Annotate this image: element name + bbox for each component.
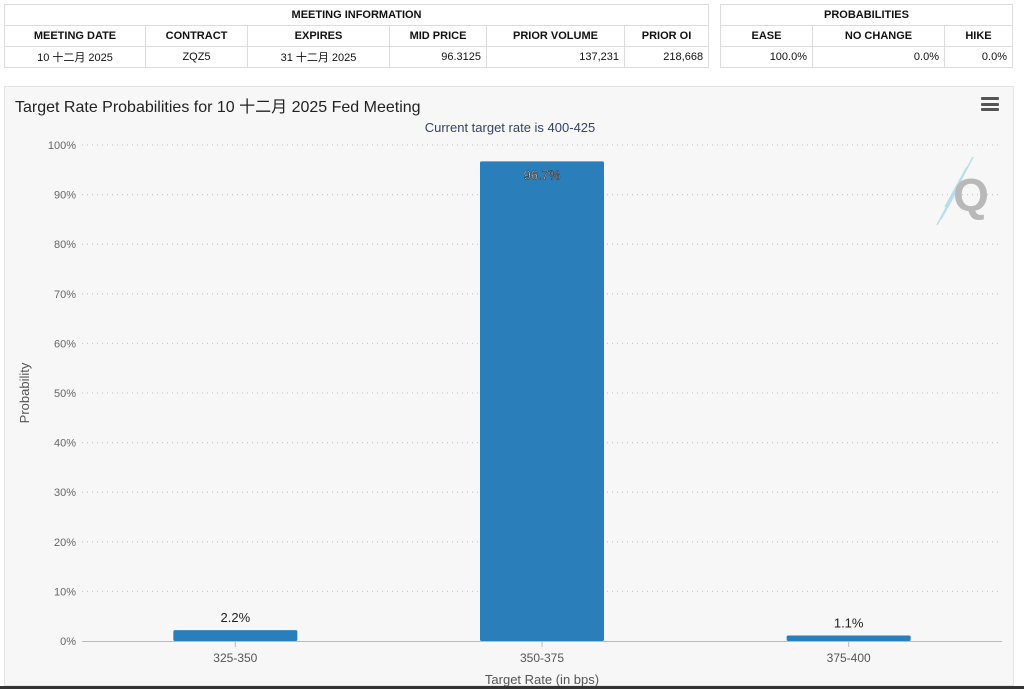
cell-ease: 100.0% bbox=[720, 46, 813, 68]
y-tick-label: 100% bbox=[48, 140, 76, 152]
cell-expires: 31 十二月 2025 bbox=[247, 46, 390, 68]
y-tick-label: 90% bbox=[54, 190, 76, 202]
cell-mid-price: 96.3125 bbox=[389, 46, 487, 68]
bar[interactable] bbox=[480, 161, 604, 642]
col-ease: EASE bbox=[720, 25, 813, 47]
watermark-letter: Q bbox=[953, 169, 989, 221]
y-axis-title: Probability bbox=[17, 362, 32, 423]
col-hike: HIKE bbox=[944, 25, 1013, 47]
chart-title: Target Rate Probabilities for 10 十二月 202… bbox=[15, 99, 421, 116]
col-prior-volume: PRIOR VOLUME bbox=[486, 25, 625, 47]
bar[interactable] bbox=[786, 635, 911, 641]
y-tick-label: 40% bbox=[54, 438, 76, 450]
col-expires: EXPIRES bbox=[247, 25, 390, 47]
y-tick-label: 60% bbox=[54, 338, 76, 350]
y-tick-label: 0% bbox=[60, 636, 76, 648]
chart-panel: Q 2.2% 96.7% 1.1% 0% 10% 20% 30% 40% 50% 60% 70% 8… bbox=[4, 86, 1014, 687]
hamburger-menu-icon[interactable] bbox=[981, 97, 999, 111]
cell-contract: ZQZ5 bbox=[145, 46, 248, 68]
data-label: 1.1% bbox=[834, 616, 864, 631]
cell-prior-oi: 218,668 bbox=[623, 46, 710, 68]
x-axis-title: Target Rate (in bps) bbox=[485, 672, 599, 687]
probabilities-table: PROBABILITIES EASE NO CHANGE HIKE 100.0%… bbox=[720, 4, 1013, 68]
col-prior-oi: PRIOR OI bbox=[623, 25, 710, 47]
col-meeting-date: MEETING DATE bbox=[4, 25, 146, 47]
cell-prior-volume: 137,231 bbox=[486, 46, 625, 68]
bar-chart: Q 2.2% 96.7% 1.1% 0% 10% 20% 30% 40% 50% 60% 70% 8… bbox=[17, 140, 1002, 687]
y-tick-label: 20% bbox=[54, 537, 76, 549]
x-tick-label: 325-350 bbox=[213, 651, 257, 665]
y-tick-label: 50% bbox=[54, 388, 76, 400]
data-label: 96.7% bbox=[524, 167, 561, 182]
bar[interactable] bbox=[173, 630, 298, 641]
x-tick-label: 350-375 bbox=[520, 651, 564, 665]
chart-subtitle: Current target rate is 400-425 bbox=[424, 120, 596, 135]
meeting-information-table: MEETING INFORMATION MEETING DATE CONTRAC… bbox=[3, 4, 710, 68]
y-tick-label: 70% bbox=[54, 289, 76, 301]
y-tick-label: 10% bbox=[54, 586, 76, 598]
q-logo-watermark: Q bbox=[936, 156, 989, 226]
meeting-information-header: MEETING INFORMATION bbox=[3, 4, 710, 26]
col-no-change: NO CHANGE bbox=[812, 25, 945, 47]
col-mid-price: MID PRICE bbox=[389, 25, 487, 47]
cell-meeting-date: 10 十二月 2025 bbox=[4, 46, 146, 68]
col-contract: CONTRACT bbox=[145, 25, 248, 47]
data-label: 2.2% bbox=[221, 610, 251, 625]
x-tick-label: 375-400 bbox=[827, 651, 871, 665]
probabilities-header: PROBABILITIES bbox=[720, 4, 1013, 26]
cell-hike: 0.0% bbox=[944, 46, 1013, 68]
bottom-border bbox=[0, 686, 1024, 689]
cell-no-change: 0.0% bbox=[812, 46, 945, 68]
y-tick-label: 30% bbox=[54, 487, 76, 499]
y-tick-label: 80% bbox=[54, 239, 76, 251]
